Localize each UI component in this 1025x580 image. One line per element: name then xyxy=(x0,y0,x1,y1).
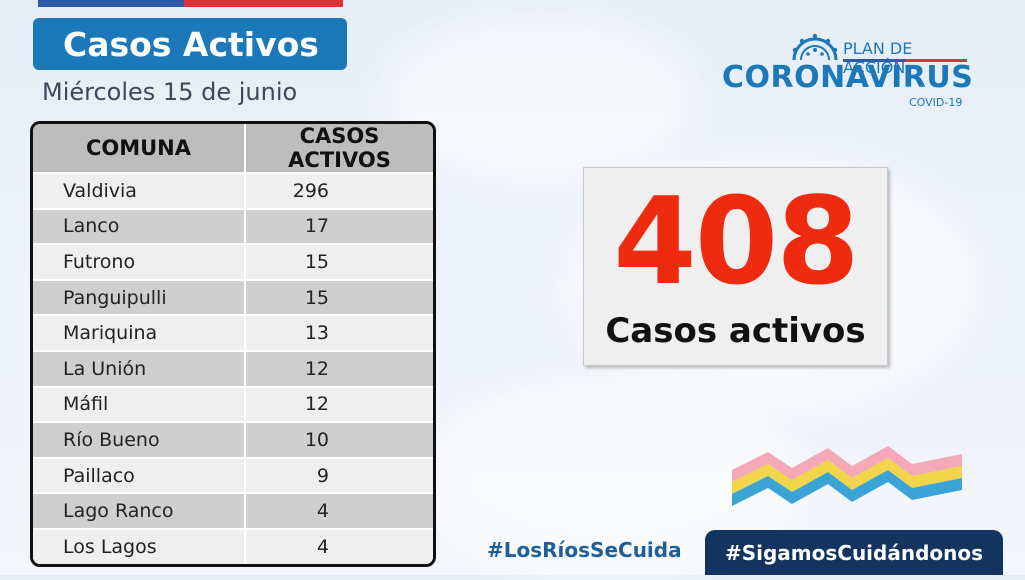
comuna-cell: Panguipulli xyxy=(33,278,246,316)
logo-sub: COVID-19 xyxy=(909,96,963,109)
table-row: Lanco 17 xyxy=(33,207,433,245)
hashtag-los-rios: #LosRíosSeCuida xyxy=(487,538,682,562)
coronavirus-logo: PLAN DE ACCIÓN CORONAVIRUS COVID-19 xyxy=(722,32,974,112)
page-title: Casos Activos xyxy=(33,18,347,70)
casos-cell: 15 xyxy=(245,278,433,316)
comuna-cell: Mariquina xyxy=(33,314,246,351)
total-cases-label: Casos activos xyxy=(605,311,866,351)
table-header-row: COMUNA CASOS ACTIVOS xyxy=(33,124,433,173)
comuna-cell: La Unión xyxy=(33,349,246,387)
casos-cell: 4 xyxy=(245,492,433,529)
table-row: Valdivia 296 xyxy=(33,172,433,209)
casos-cell: 13 xyxy=(245,314,433,351)
total-cases-box: 408 Casos activos xyxy=(583,167,888,366)
comuna-cell: Máfil xyxy=(33,385,246,423)
table-row: Corral1 xyxy=(33,563,433,564)
casos-cell: 17 xyxy=(245,207,433,245)
comuna-cell: Valdivia xyxy=(33,172,246,209)
table-row: Lago Ranco 4 xyxy=(33,492,433,529)
casos-cell: 1 xyxy=(245,563,433,564)
casos-cell: 12 xyxy=(245,349,433,387)
flag-stripe xyxy=(38,0,343,7)
table-row: Los Lagos 4 xyxy=(33,527,433,564)
table-body: Valdivia 296 Lanco 17 Futrono 15 Panguipulli 15… xyxy=(33,172,433,564)
comuna-cell: Paillaco xyxy=(33,456,246,494)
table-row: La Unión 12 xyxy=(33,349,433,387)
table-row: Panguipulli 15 xyxy=(33,278,433,316)
comuna-cell: Lanco xyxy=(33,207,246,245)
casos-cell: 9 xyxy=(245,456,433,494)
column-header-casos: CASOS ACTIVOS xyxy=(245,124,433,173)
regional-zigzag-logo xyxy=(732,446,962,506)
column-header-comuna: COMUNA xyxy=(33,124,246,173)
casos-cell: 15 xyxy=(245,243,433,280)
logo-name: CORONAVIRUS xyxy=(722,60,974,95)
casos-cell: 4 xyxy=(245,527,433,564)
total-cases-number: 408 xyxy=(613,173,860,312)
logo-divider xyxy=(843,59,967,62)
cases-table: COMUNA CASOS ACTIVOS Valdivia 296 Lanco 17 F… xyxy=(30,121,436,567)
table-row: Máfil 12 xyxy=(33,385,433,423)
casos-cell: 10 xyxy=(245,421,433,458)
date-label: Miércoles 15 de junio xyxy=(42,78,298,106)
table-row: Río Bueno 10 xyxy=(33,421,433,458)
virus-icon xyxy=(792,33,838,61)
hashtag-sigamos: #SigamosCuidándonos xyxy=(705,530,1003,575)
comuna-cell: Río Bueno xyxy=(33,421,246,458)
comuna-cell: Lago Ranco xyxy=(33,492,246,529)
casos-cell: 12 xyxy=(245,385,433,423)
casos-cell: 296 xyxy=(245,172,433,209)
comuna-cell: Corral xyxy=(33,563,246,564)
table-row: Futrono 15 xyxy=(33,243,433,280)
table-row: Mariquina 13 xyxy=(33,314,433,351)
table-row: Paillaco 9 xyxy=(33,456,433,494)
logo-plan-text: PLAN DE ACCIÓN xyxy=(843,39,913,77)
comuna-cell: Futrono xyxy=(33,243,246,280)
comuna-cell: Los Lagos xyxy=(33,527,246,564)
